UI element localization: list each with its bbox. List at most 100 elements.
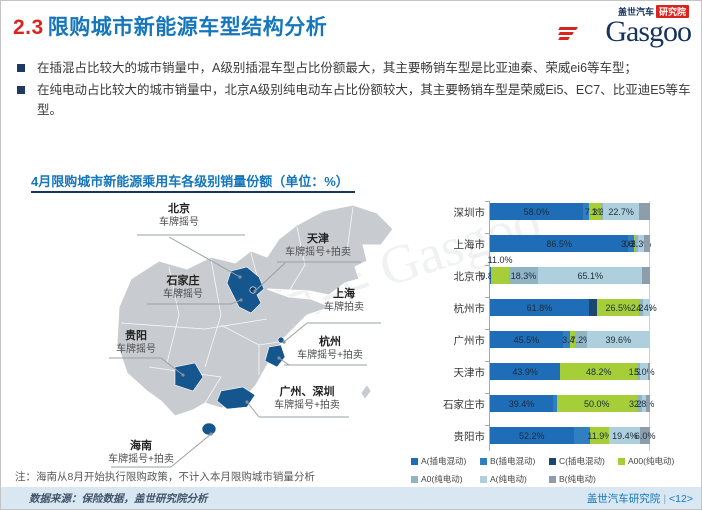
- map-callout: 天津 车牌摇号+拍卖: [260, 233, 376, 259]
- callout-city: 天津: [307, 233, 329, 245]
- bar-value-label: 52.2%: [518, 430, 545, 441]
- legend-item: B(插电混动): [480, 455, 549, 467]
- bar-value-label: 7.2%: [570, 334, 592, 345]
- chart-row: 北京市0.8% 11.0% 18.3% 65.1%: [433, 255, 701, 284]
- bar-value-label: 11.9%: [587, 430, 613, 441]
- logo-badge-unit: 研究院: [655, 5, 689, 18]
- map-callout: 上海 车牌拍卖: [286, 288, 402, 314]
- bar-value-label: 18.3%: [510, 270, 537, 281]
- city-label: 石家庄市: [443, 399, 485, 411]
- map-callout: 北京 车牌摇号: [121, 203, 237, 229]
- bar-segment: [556, 395, 637, 412]
- legend-label: A0(纯电动): [421, 474, 463, 484]
- plot-right-border: [649, 201, 650, 451]
- org-name: 盖世汽车研究院: [586, 493, 661, 505]
- bar-segment: [562, 331, 570, 348]
- bar-chart: A(插电混动) B(插电混动) C(插电混动) A00(纯电动) A0(纯电动) A(纯电…: [411, 195, 701, 491]
- axis-tick: [485, 265, 489, 266]
- map-callout: 贵阳 车牌摇号: [78, 330, 194, 356]
- city-label: 天津市: [453, 367, 486, 379]
- legend-label: B(插电混动): [490, 456, 536, 466]
- bar-segment: [639, 299, 643, 316]
- chart-row: 上海市 86.5% 3.6%0.6%3.3%: [433, 235, 701, 252]
- bar-segment: [609, 427, 641, 444]
- bar-segment: [634, 235, 636, 252]
- bar-value-label: 86.5%: [546, 238, 572, 249]
- bar-value-label: 2.8%: [633, 398, 655, 409]
- bar-value-label: 48.2%: [586, 366, 612, 377]
- bar-segment: [643, 235, 650, 252]
- callout-city: 北京: [168, 203, 190, 215]
- axis-tick: [485, 425, 489, 426]
- bar-segment: [635, 235, 639, 252]
- bar-value-label: 58.0%: [523, 206, 550, 217]
- callout-policy: 车牌摇号+拍卖: [108, 453, 174, 465]
- footer-right: 盖世汽车研究院 | <12>: [587, 491, 693, 506]
- stacked-bar: 61.8% 26.5% 2.2% 4.4%: [490, 299, 657, 316]
- gasgoo-stripes-icon: [558, 25, 579, 41]
- city-label: 深圳市: [453, 207, 486, 219]
- legend-swatch-icon: [411, 457, 418, 465]
- y-axis: [489, 201, 490, 451]
- callout-leader-lines: [109, 234, 381, 468]
- bar-segment: [590, 427, 610, 444]
- legend-swatch-icon: [549, 457, 556, 465]
- callout-policy: 车牌摇号+拍卖: [274, 399, 340, 411]
- china-map-svg: [109, 204, 394, 468]
- bar-segment: [560, 363, 638, 380]
- footnote: 注：海南从8月开始执行限购政策，不计入本月限购城市销量分析: [15, 471, 315, 483]
- bar-segment: [586, 331, 650, 348]
- bar-segment: [642, 267, 650, 284]
- bar-segment: [589, 203, 601, 220]
- stacked-bar: 45.5% 3.4% 7.2% 39.6%: [490, 331, 650, 348]
- bar-value-label: 0.8%: [480, 271, 501, 281]
- bar-segment: [582, 203, 590, 220]
- bar-segment: [640, 427, 650, 444]
- logo-wordmark: Gasgoo: [605, 15, 692, 48]
- axis-tick: [485, 233, 489, 234]
- legend-label: A(插电混动): [421, 456, 467, 466]
- bar-segment: [648, 363, 650, 380]
- callout-policy: 车牌摇号+拍卖: [297, 349, 363, 361]
- page-title: 2.3 限购城市新能源车型结构分析: [13, 11, 327, 41]
- bullet-square-icon: [17, 86, 25, 95]
- legend-item: B(纯电动): [549, 473, 618, 485]
- axis-tick: [485, 393, 489, 394]
- footer-bar: 数据来源：保险数据，盖世研究院分析 盖世汽车研究院 | <12>: [1, 485, 701, 509]
- legend-item: C(插电混动): [549, 455, 618, 467]
- callout-city: 广州、深圳: [279, 386, 335, 398]
- bar-segment: [508, 267, 539, 284]
- bar-segment: [639, 203, 650, 220]
- legend-label: C(插电混动): [559, 456, 605, 466]
- bar-segment: [491, 267, 509, 284]
- bar-value-label: 19.4%: [612, 430, 638, 441]
- chart-row: 贵阳市 52.2% 11.9% 19.4% 6.0%: [433, 427, 701, 444]
- title-text: 限购城市新能源车型结构分析: [47, 16, 328, 39]
- bar-value-label: 0.6%: [624, 239, 645, 249]
- bar-segment: [638, 235, 644, 252]
- chart-row: 杭州市 61.8% 26.5% 2.2% 4.4%: [433, 299, 701, 316]
- bar-segment: [569, 331, 576, 348]
- bar-segment: [602, 203, 640, 220]
- bar-segment: [641, 395, 647, 412]
- stacked-bar: 43.9% 48.2% 1.9% 5.0%: [490, 363, 655, 380]
- bar-value-label: 50.0%: [583, 398, 610, 409]
- stacked-bar: 0.8% 11.0% 18.3% 65.1%: [480, 255, 650, 284]
- bar-value-label: 43.9%: [512, 366, 538, 377]
- source-text: 数据来源：保险数据，盖世研究院分析: [29, 493, 208, 505]
- map-callout: 海南 车牌摇号+拍卖: [83, 440, 199, 466]
- bar-segment: [642, 299, 650, 316]
- map-callout: 石家庄 车牌摇号: [125, 275, 241, 301]
- bar-segment: [637, 363, 641, 380]
- callout-city: 海南: [130, 440, 152, 452]
- stacked-bar: 52.2% 11.9% 19.4% 6.0%: [490, 427, 655, 444]
- bar-segment: [490, 203, 583, 220]
- stacked-bar: 86.5% 3.6%0.6%3.3%: [490, 235, 651, 252]
- legend-swatch-icon: [618, 457, 625, 465]
- legend-swatch-icon: [411, 475, 418, 483]
- bar-segment: [490, 363, 561, 380]
- bar-value-label: 39.6%: [605, 334, 632, 345]
- bullet-item: 在纯电动占比较大的城市销量中，北京A级别纯电动车占比份额较大，其主要畅销车型是荣…: [15, 81, 691, 120]
- bar-value-label: 3.2%: [629, 398, 650, 409]
- city-label: 广州市: [453, 335, 486, 347]
